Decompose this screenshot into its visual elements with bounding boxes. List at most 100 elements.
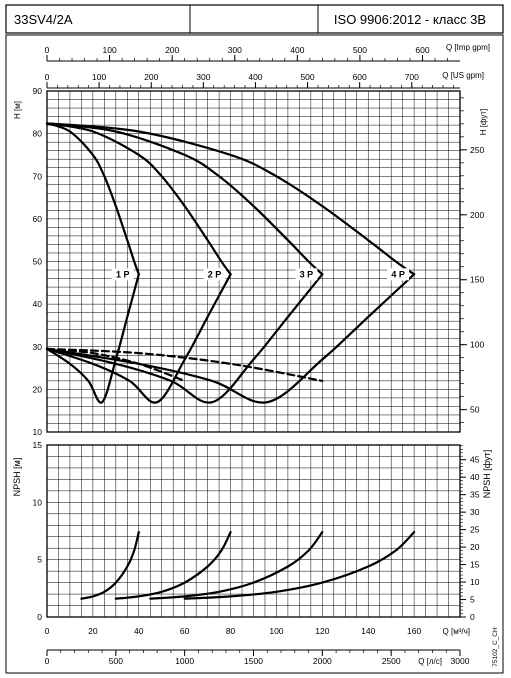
head-curve-9: [45, 347, 186, 382]
q-m3h-tick-label: 160: [407, 626, 421, 636]
q-m3h-tick-label: 140: [361, 626, 375, 636]
q-m3h-tick-label: 20: [88, 626, 98, 636]
head-curve-6: [45, 273, 324, 404]
top-imp-tick-label: 500: [353, 45, 367, 55]
h-m-tick-label: 90: [33, 86, 43, 96]
curve-label-4p: 4 P: [391, 269, 405, 279]
npsh-ft-tick-label: 45: [470, 455, 480, 465]
top-us-axis-label: Q [US gpm]: [442, 71, 484, 80]
npsh-ft-axis-label: NPSH [фут]: [482, 450, 492, 498]
npsh-ft-tick-label: 30: [470, 507, 480, 517]
npsh-panel-plot-frame: [46, 444, 461, 618]
head-curve-2p: [45, 122, 232, 276]
head-curve-8: [45, 347, 324, 382]
npsh-ft-tick-label: 5: [470, 595, 475, 605]
head-curve-5: [45, 273, 232, 404]
npsh-curve-3: [183, 531, 416, 600]
npsh-ft-tick-label: 20: [470, 542, 480, 552]
npsh-m-axis-label: NPSH [м]: [12, 458, 22, 497]
npsh-m-tick-label: 5: [37, 555, 42, 565]
npsh-curve-2: [149, 531, 324, 600]
npsh-ft-tick-label: 15: [470, 560, 480, 570]
top-us-tick-label: 100: [92, 72, 106, 82]
npsh-m-tick-label: 15: [33, 440, 43, 450]
top-imp-tick-label: 100: [102, 45, 116, 55]
h-m-tick-label: 50: [33, 257, 43, 267]
top-us-tick-label: 200: [144, 72, 158, 82]
axis-layer: [46, 55, 467, 656]
top-us-tick-label: 400: [248, 72, 262, 82]
h-ft-tick-label: 50: [470, 405, 480, 415]
h-m-tick-label: 10: [33, 427, 43, 437]
head-curve-4: [45, 273, 140, 404]
curve-label-3p: 3 P: [300, 269, 314, 279]
curve-layer: [45, 122, 416, 600]
curve-label-1p: 1 P: [116, 269, 130, 279]
h-m-tick-label: 20: [33, 384, 43, 394]
npsh-ft-tick-label: 25: [470, 525, 480, 535]
top-us-tick-label: 0: [45, 72, 50, 82]
q-ls-tick-label: 0: [45, 656, 50, 666]
npsh-m-tick-label: 10: [33, 497, 43, 507]
q-ls-tick-label: 1500: [244, 656, 263, 666]
q-m3h-tick-label: 60: [180, 626, 190, 636]
top-imp-tick-label: 0: [45, 45, 50, 55]
h-m-tick-label: 80: [33, 129, 43, 139]
top-imp-axis-label: Q [Imp gpm]: [446, 43, 490, 52]
q-ls-tick-label: 3000: [451, 656, 470, 666]
h-ft-tick-label: 100: [470, 340, 484, 350]
curve-label-bg: [111, 268, 134, 281]
top-imp-tick-label: 400: [290, 45, 304, 55]
h-m-tick-label: 70: [33, 171, 43, 181]
h-m-tick-label: 40: [33, 299, 43, 309]
curve-label-bg: [387, 268, 410, 281]
npsh-m-tick-label: 0: [37, 612, 42, 622]
q-ls-axis-label: Q [л/с]: [418, 657, 442, 666]
q-ls-tick-label: 2500: [382, 656, 401, 666]
pump-model-label: 33SV4/2A: [14, 12, 73, 27]
npsh-ft-tick-label: 40: [470, 472, 480, 482]
grid-layer: [46, 90, 461, 618]
top-us-tick-label: 700: [405, 72, 419, 82]
header-table: 33SV4/2A ISO 9906:2012 - класс 3В: [5, 4, 504, 34]
q-ls-tick-label: 2000: [313, 656, 332, 666]
q-m3h-axis-label: Q [м³/ч]: [443, 627, 470, 636]
head-curve-4p: [45, 122, 416, 276]
npsh-curve-0: [80, 531, 140, 600]
top-imp-tick-label: 200: [165, 45, 179, 55]
h-ft-tick-label: 150: [470, 275, 484, 285]
curve-label-2p: 2 P: [208, 269, 222, 279]
q-m3h-tick-label: 80: [226, 626, 236, 636]
npsh-ft-tick-label: 35: [470, 490, 480, 500]
footnote-code: 75102_C_CH: [492, 627, 499, 667]
top-us-tick-label: 500: [300, 72, 314, 82]
q-m3h-tick-label: 100: [269, 626, 283, 636]
top-imp-tick-label: 300: [228, 45, 242, 55]
outer-frame: [5, 34, 504, 674]
top-us-tick-label: 600: [353, 72, 367, 82]
top-us-tick-label: 300: [196, 72, 210, 82]
h-m-tick-label: 30: [33, 342, 43, 352]
h-m-tick-label: 60: [33, 214, 43, 224]
head-curve-3p: [45, 122, 324, 276]
h-ft-tick-label: 200: [470, 210, 484, 220]
h-m-axis-label: H [м]: [13, 101, 22, 119]
h-ft-tick-label: 250: [470, 145, 484, 155]
npsh-ft-tick-label: 0: [470, 612, 475, 622]
curve-label-bg: [295, 268, 318, 281]
q-m3h-tick-label: 120: [315, 626, 329, 636]
q-ls-tick-label: 500: [109, 656, 123, 666]
head-curve-1p: [45, 122, 140, 276]
npsh-ft-tick-label: 10: [470, 577, 480, 587]
top-imp-tick-label: 600: [415, 45, 429, 55]
q-m3h-tick-label: 0: [45, 626, 50, 636]
h-ft-axis-label: H [фут]: [479, 109, 488, 136]
npsh-curve-1: [114, 531, 232, 600]
curve-label-bg: [203, 268, 226, 281]
q-m3h-tick-label: 40: [134, 626, 144, 636]
q-ls-tick-label: 1000: [175, 656, 194, 666]
standard-label: ISO 9906:2012 - класс 3В: [334, 12, 486, 27]
head-panel-plot-frame: [46, 90, 461, 433]
